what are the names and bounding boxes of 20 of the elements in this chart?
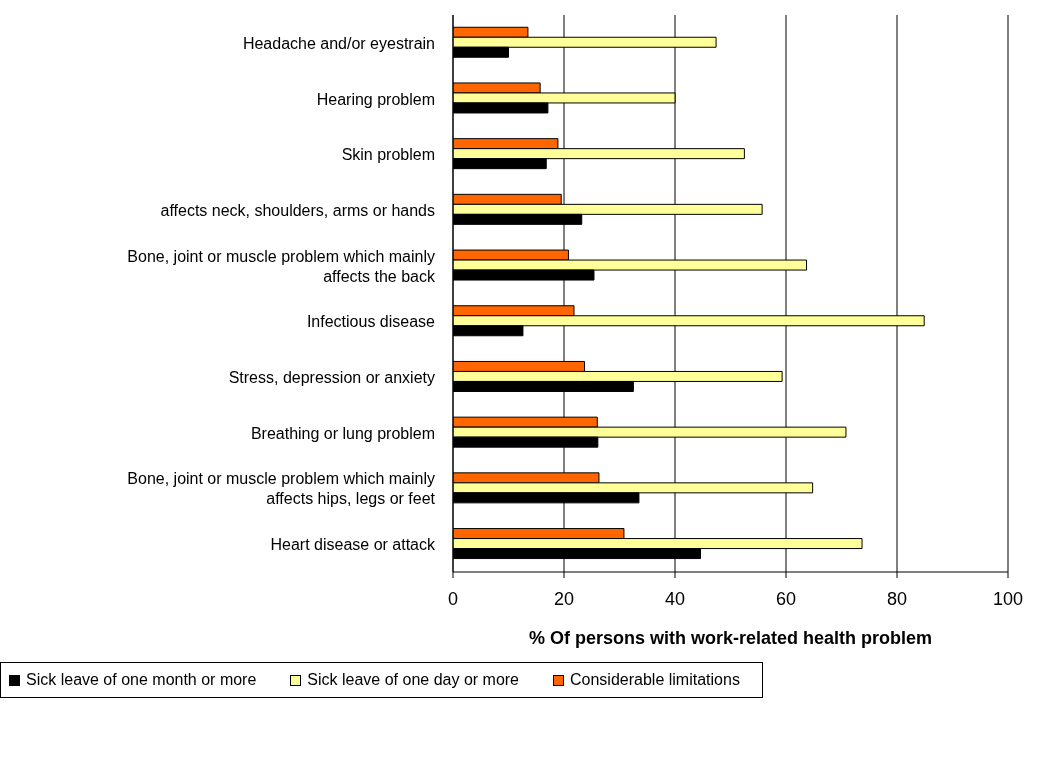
x-tick-label: 100 (992, 588, 1024, 609)
x-axis-title: % Of persons with work-related health problem (528, 628, 933, 648)
legend-label: Considerable limitations (570, 671, 740, 689)
y-tick-label: Breathing or lung problem (250, 424, 435, 442)
y-tick-label: Skin problem (341, 145, 435, 163)
x-tick-label: 40 (664, 588, 686, 609)
y-tick-label: Heart disease or attack (270, 535, 436, 553)
y-tick-label: Hearing problem (316, 90, 435, 108)
x-tick-label: 20 (553, 588, 575, 609)
x-tick-label: 60 (775, 588, 797, 609)
legend-label: Sick leave of one month or more (26, 671, 257, 689)
x-tick-label: 0 (447, 588, 459, 609)
y-tick-label: Bone, joint or muscle problem which mainly affects hips, legs or feet (127, 469, 436, 507)
y-tick-label: Bone, joint or muscle problem which mainly affects the back (127, 247, 436, 285)
y-tick-label: affects neck, shoulders, arms or hands (160, 201, 435, 219)
x-tick-label: 80 (886, 588, 908, 609)
y-tick-label: Infectious disease (306, 312, 436, 330)
legend-label: Sick leave of one day or more (307, 671, 520, 689)
y-tick-label: Stress, depression or anxiety (228, 368, 435, 386)
y-tick-label: Headache and/or eyestrain (242, 34, 435, 52)
